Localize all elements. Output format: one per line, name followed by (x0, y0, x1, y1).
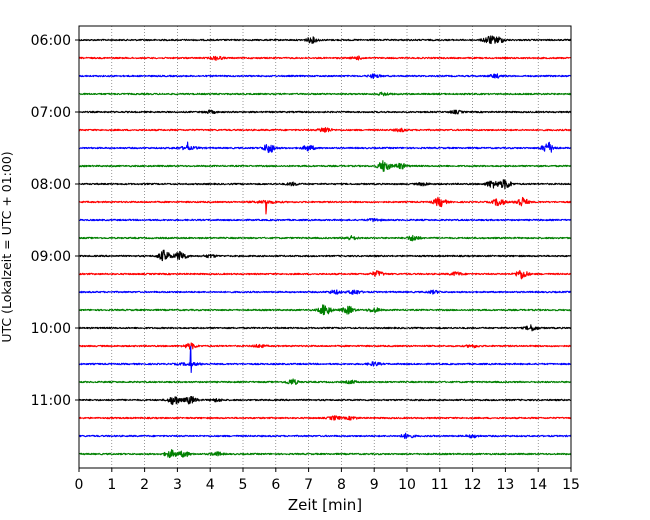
y-tick-label: 11:00 (31, 393, 71, 409)
x-tick-label: 15 (562, 477, 580, 493)
seismic-trace (78, 73, 572, 80)
x-axis-ticks: 0 1 2 3 4 5 6 7 8 9 10 11 12 13 14 15 (75, 468, 580, 493)
seismic-trace (78, 55, 572, 62)
x-tick-label: 8 (337, 477, 346, 493)
seismic-trace (78, 179, 572, 190)
x-tick-label: 13 (496, 477, 514, 493)
seismic-trace (78, 395, 572, 406)
y-tick-label: 10:00 (31, 321, 71, 337)
seismic-trace (78, 141, 572, 154)
seismic-trace (78, 342, 572, 350)
y-tick-label: 06:00 (31, 33, 71, 49)
seismic-trace (78, 35, 572, 45)
seismic-trace (78, 234, 572, 242)
x-tick-label: 4 (206, 477, 215, 493)
y-axis-ticks: 06:00 07:00 08:00 09:00 10:00 11:00 (31, 33, 79, 409)
x-tick-label: 7 (304, 477, 313, 493)
seismic-trace (78, 196, 572, 215)
x-axis-label: Zeit [min] (288, 496, 362, 514)
x-tick-label: 9 (370, 477, 379, 493)
seismic-trace (78, 289, 572, 295)
x-tick-label: 6 (271, 477, 280, 493)
seismic-trace (78, 432, 572, 440)
y-tick-label: 09:00 (31, 249, 71, 265)
x-tick-label: 14 (529, 477, 547, 493)
seismic-trace (78, 249, 572, 262)
seismic-trace (78, 345, 572, 373)
x-tick-label: 5 (239, 477, 248, 493)
seismic-trace (78, 304, 572, 316)
y-tick-label: 08:00 (31, 177, 71, 193)
seismic-trace (78, 91, 572, 97)
plot-frame (78, 25, 572, 469)
x-tick-label: 12 (464, 477, 482, 493)
y-axis-label: UTC (Lokalzeit = UTC + 01:00) (0, 151, 14, 342)
y-tick-label: 07:00 (31, 105, 71, 121)
seismic-trace (78, 160, 572, 172)
x-tick-label: 3 (173, 477, 182, 493)
seismic-trace (78, 269, 572, 280)
seismic-trace (78, 415, 572, 421)
x-tick-label: 0 (75, 477, 84, 493)
x-tick-label: 2 (140, 477, 149, 493)
seismic-trace (78, 217, 572, 223)
seismic-trace (78, 109, 572, 115)
x-tick-label: 1 (107, 477, 116, 493)
seismic-trace (78, 449, 572, 459)
seismic-trace (78, 324, 572, 332)
x-tick-label: 11 (431, 477, 449, 493)
x-tick-label: 10 (398, 477, 416, 493)
seismic-traces (78, 35, 572, 459)
seismic-trace (78, 127, 572, 133)
seismic-trace (78, 378, 572, 386)
